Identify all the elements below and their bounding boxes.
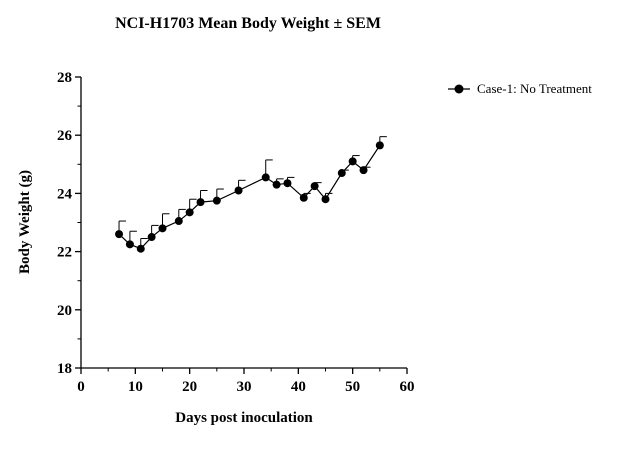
data-point (136, 244, 145, 253)
data-point (185, 208, 194, 217)
data-point (337, 169, 346, 178)
series-line (118, 145, 381, 250)
x-tick-label: 20 (182, 379, 197, 395)
data-point (375, 141, 384, 150)
y-axis-ticks: 18 20 22 24 26 28 (57, 70, 81, 377)
legend-marker (454, 84, 464, 94)
data-point (115, 230, 124, 239)
data-point (196, 198, 205, 207)
y-tick-label: 18 (57, 361, 72, 377)
x-tick-label: 0 (77, 379, 85, 395)
x-tick-label: 60 (400, 379, 415, 395)
data-point (283, 179, 292, 188)
y-tick-label: 20 (57, 303, 72, 319)
x-tick-label: 10 (128, 379, 143, 395)
series-layer (115, 136, 387, 253)
x-axis-ticks: 0 10 20 30 40 50 60 (77, 368, 415, 395)
data-point (147, 233, 156, 242)
legend-label: Case-1: No Treatment (477, 81, 592, 96)
data-point (321, 195, 330, 204)
x-tick-label: 50 (345, 379, 360, 395)
data-point (212, 196, 221, 205)
x-tick-label: 30 (237, 379, 252, 395)
data-point (234, 186, 243, 195)
y-tick-label: 22 (57, 245, 72, 261)
data-point (174, 217, 183, 226)
y-tick-label: 24 (57, 186, 73, 202)
data-point (348, 157, 357, 166)
data-point (158, 224, 167, 233)
y-axis-title: Body Weight (g) (17, 170, 33, 274)
y-tick-label: 26 (57, 128, 73, 144)
data-point (359, 166, 368, 175)
data-point (125, 240, 134, 249)
data-point (261, 173, 270, 182)
y-tick-label: 28 (57, 70, 72, 86)
plot-area: 0 10 20 30 40 50 60 18 20 22 24 26 28 (57, 70, 415, 395)
x-tick-label: 40 (291, 379, 306, 395)
data-point (310, 182, 319, 191)
x-axis-title: Days post inoculation (175, 410, 313, 426)
chart-title: NCI-H1703 Mean Body Weight ± SEM (115, 15, 381, 32)
data-point (299, 193, 308, 202)
data-point (272, 180, 281, 189)
legend: Case-1: No Treatment (448, 81, 592, 96)
